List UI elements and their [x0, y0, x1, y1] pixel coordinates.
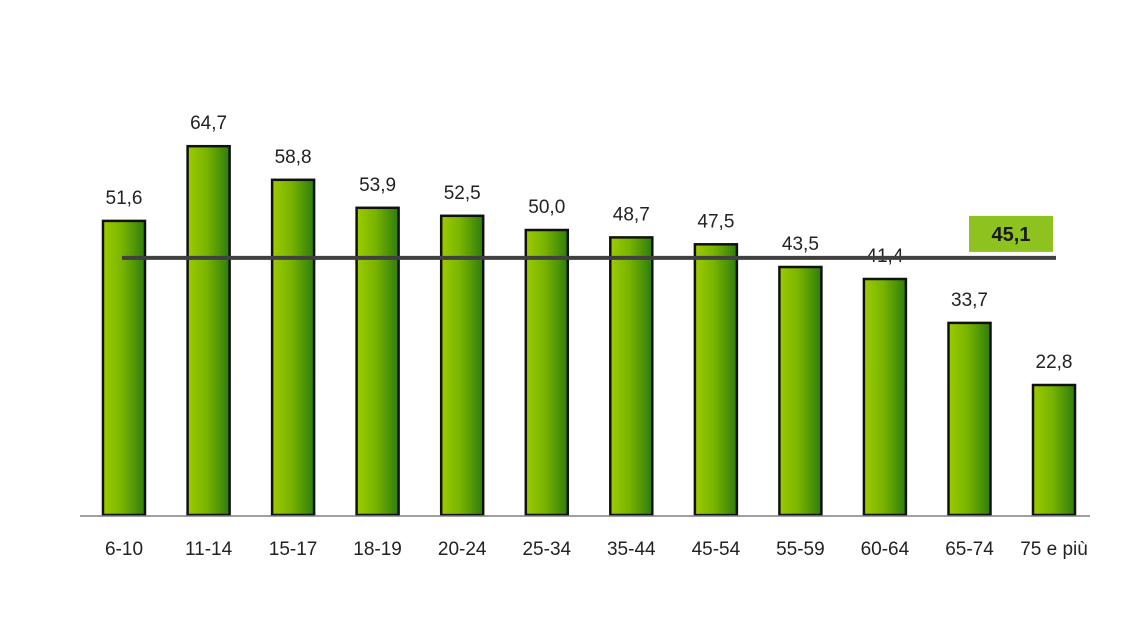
value-label: 47,5 [697, 211, 734, 232]
value-label: 50,0 [528, 197, 565, 218]
value-label: 43,5 [782, 234, 819, 255]
average-label-box [969, 215, 1053, 252]
category-label: 45-54 [692, 539, 741, 560]
value-label: 64,7 [190, 113, 227, 134]
value-label: 51,6 [106, 188, 143, 209]
value-label: 22,8 [1036, 352, 1073, 373]
value-label: 58,8 [275, 147, 312, 168]
bar-45-54 [693, 243, 739, 517]
bar-15-17 [270, 178, 316, 517]
category-label: 20-24 [438, 539, 487, 560]
category-label: 60-64 [861, 539, 910, 560]
value-label: 53,9 [359, 175, 396, 196]
bar-55-59 [778, 265, 823, 517]
bar-20-24 [439, 214, 485, 517]
bar-25-34 [524, 228, 570, 517]
category-labels-group: 6-10 11-14 15-17 18-19 20-24 25-34 35-44 45-54 5… [105, 539, 1088, 560]
bar-65-74 [947, 321, 992, 517]
average-label: 45,1 [992, 224, 1031, 246]
bar-60-64 [862, 277, 908, 517]
bar-6-10 [101, 219, 147, 517]
category-label: 65-74 [945, 539, 994, 560]
category-label: 11-14 [185, 539, 233, 560]
category-label: 55-59 [776, 539, 825, 560]
value-label: 33,7 [951, 290, 988, 311]
category-label: 75 e più [1020, 539, 1088, 560]
bar-35-44 [609, 236, 654, 517]
category-label: 6-10 [105, 539, 143, 560]
bar-18-19 [355, 206, 400, 517]
value-label: 48,7 [613, 204, 650, 225]
bar-11-14 [186, 144, 231, 517]
category-label: 25-34 [522, 539, 571, 560]
category-label: 35-44 [607, 539, 656, 560]
category-label: 18-19 [353, 539, 402, 560]
bar-75 e più [1031, 383, 1077, 517]
category-label: 15-17 [269, 539, 318, 560]
value-labels-group: 51,664,758,853,952,550,048,747,543,541,4… [106, 113, 1073, 373]
bars-group [101, 144, 1077, 517]
value-label: 52,5 [444, 183, 481, 204]
